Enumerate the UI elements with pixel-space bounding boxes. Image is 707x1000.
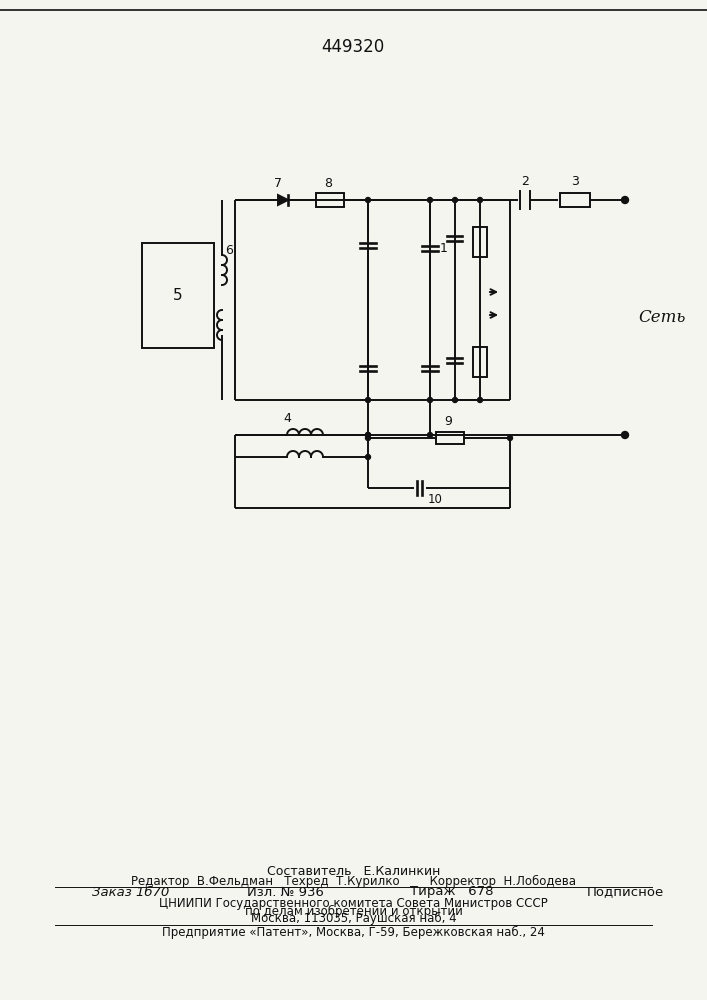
Text: Заказ 1б70: Заказ 1б70: [92, 886, 169, 898]
Text: 5: 5: [173, 288, 183, 302]
Bar: [436, 432, 464, 444]
Circle shape: [621, 196, 629, 204]
Text: 10: 10: [428, 493, 443, 506]
Text: 6: 6: [225, 243, 233, 256]
Circle shape: [428, 432, 433, 438]
Circle shape: [428, 397, 433, 402]
Text: Подписное: Подписное: [587, 886, 664, 898]
Circle shape: [477, 397, 482, 402]
Text: Предприятие «Патент», Москва, Г-59, Бережковская наб., 24: Предприятие «Патент», Москва, Г-59, Бере…: [162, 925, 545, 939]
Text: 1: 1: [440, 241, 448, 254]
Text: Тираж   678: Тираж 678: [410, 886, 493, 898]
Circle shape: [366, 432, 370, 438]
Text: 9: 9: [444, 415, 452, 428]
Text: Москва, 113035, Раушская наб, 4: Москва, 113035, Раушская наб, 4: [251, 911, 456, 925]
Text: Изл. № 936: Изл. № 936: [247, 886, 325, 898]
Circle shape: [477, 198, 482, 202]
Text: Редактор  В.Фельдман   Техред  Т.Курилко        Корректор  Н.Лободева: Редактор В.Фельдман Техред Т.Курилко Кор…: [131, 874, 576, 888]
Circle shape: [366, 397, 370, 402]
Bar: [316, 193, 344, 207]
Circle shape: [366, 454, 370, 460]
Circle shape: [621, 432, 629, 438]
Text: Составитель   Е.Калинкин: Составитель Е.Калинкин: [267, 865, 440, 878]
Circle shape: [508, 436, 513, 440]
Polygon shape: [278, 195, 288, 205]
Bar: [560, 193, 590, 207]
Text: Сеть: Сеть: [638, 309, 685, 326]
Circle shape: [366, 436, 370, 440]
Text: 4: 4: [283, 412, 291, 425]
Circle shape: [452, 397, 457, 402]
Bar: [142, 242, 214, 348]
Text: 8: 8: [324, 177, 332, 190]
Bar: [473, 347, 487, 377]
Text: по делам изобретений и открытий: по делам изобретений и открытий: [245, 904, 462, 918]
Bar: [473, 227, 487, 257]
Circle shape: [366, 198, 370, 202]
Text: 3: 3: [571, 175, 579, 188]
Text: 7: 7: [274, 177, 282, 190]
Text: 449320: 449320: [322, 38, 385, 56]
Text: 2: 2: [521, 175, 529, 188]
Circle shape: [428, 198, 433, 202]
Text: ЦНИИПИ Государственного комитета Совета Министров СССР: ЦНИИПИ Государственного комитета Совета …: [159, 896, 548, 910]
Circle shape: [366, 432, 370, 438]
Circle shape: [452, 198, 457, 202]
